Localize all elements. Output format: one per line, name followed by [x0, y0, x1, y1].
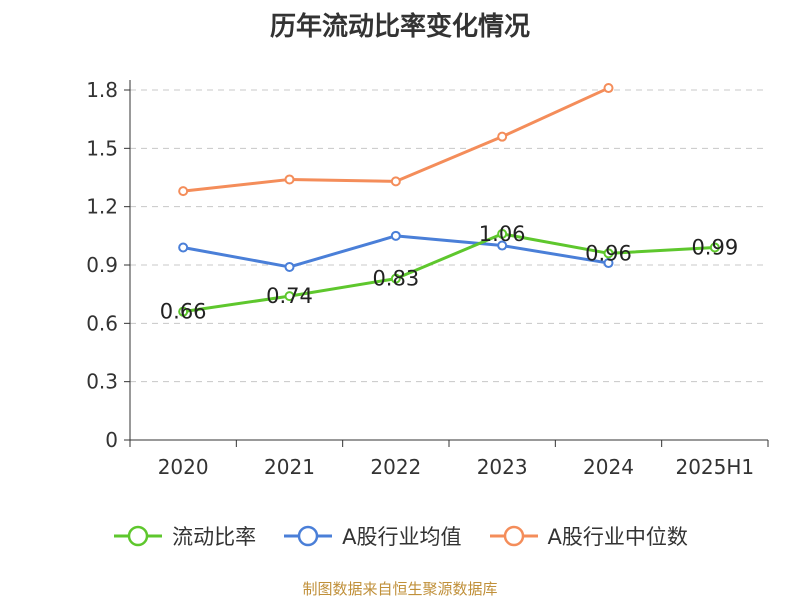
legend: 流动比率 A股行业均值 A股行业中位数	[0, 518, 800, 554]
data-label-1: 0.74	[266, 284, 313, 308]
y-tick-label-6: 1.8	[86, 78, 118, 102]
series-0-point-0	[178, 306, 189, 317]
x-tick-label-0: 2020	[158, 455, 209, 479]
data-label-2: 0.83	[372, 267, 419, 291]
legend-item-2[interactable]: A股行业中位数	[488, 521, 688, 551]
series-0-point-1	[284, 291, 295, 302]
series-2-point-4	[603, 83, 614, 94]
legend-line-marker-icon	[284, 525, 333, 547]
y-tick-label-2: 0.6	[86, 311, 118, 335]
legend-label: 流动比率	[172, 525, 257, 549]
series-2-point-3	[497, 131, 508, 142]
gridlines	[130, 89, 768, 383]
series-2-point-0	[178, 186, 189, 197]
x-tick-label-1: 2021	[264, 455, 315, 479]
series-line-2	[183, 86, 610, 193]
data-label-0: 0.66	[160, 300, 207, 324]
y-tick-label-1: 0.3	[86, 370, 118, 394]
data-labels: 0.66 0.74 0.83 1.06 0.96 0.99	[160, 222, 738, 324]
legend-label: A股行业均值	[342, 525, 462, 549]
series-2-point-2	[390, 176, 401, 187]
series-0-point-3	[497, 228, 508, 239]
x-tick-label-2: 2022	[370, 455, 421, 479]
legend-line-marker-icon	[114, 525, 163, 547]
axes: 0 0.3 0.6 0.9 1.2 1.5 1.8 2020 2021 2022 2023 2024 2…	[86, 78, 769, 479]
series-0-point-4	[603, 248, 614, 259]
y-tick-label-5: 1.5	[86, 136, 118, 160]
series-0-point-5	[709, 242, 720, 253]
series-line-0	[182, 232, 715, 314]
chart-title: 历年流动比率变化情况	[269, 12, 530, 42]
series-1-point-3	[497, 240, 508, 251]
legend-item-0[interactable]: 流动比率	[112, 521, 256, 551]
legend-line-marker-icon	[489, 525, 538, 547]
y-tick-label-0: 0	[105, 428, 118, 452]
legend-label: A股行业中位数	[547, 525, 688, 549]
y-tick-label-4: 1.2	[86, 195, 118, 219]
series-0-point-2	[390, 273, 401, 284]
data-label-4: 0.96	[585, 241, 632, 265]
data-label-5: 0.99	[691, 236, 738, 260]
legend-item-1[interactable]: A股行业均值	[282, 521, 462, 551]
data-label-3: 1.06	[479, 222, 526, 246]
series-1-point-1	[284, 261, 295, 272]
series-2-point-1	[284, 174, 295, 185]
y-tick-label-3: 0.9	[86, 253, 118, 277]
series-1-point-4	[603, 258, 614, 269]
series-1-point-0	[178, 242, 189, 253]
series-lines	[178, 83, 720, 317]
x-tick-label-3: 2023	[477, 455, 528, 479]
x-tick-label-5: 2025H1	[675, 455, 754, 479]
x-tick-label-4: 2024	[583, 455, 634, 479]
source-note: 制图数据来自恒生聚源数据库	[302, 580, 498, 598]
series-1-point-2	[390, 230, 401, 241]
